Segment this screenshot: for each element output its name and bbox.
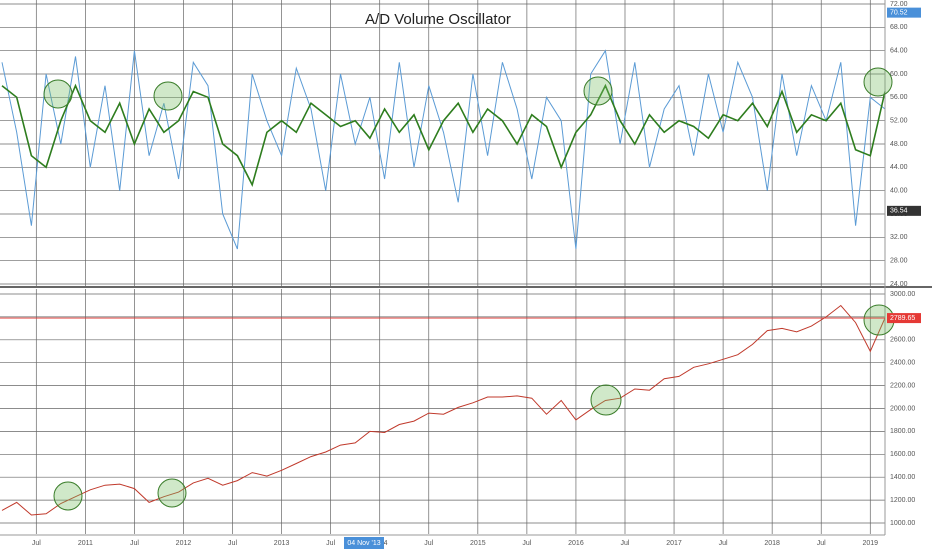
x-tick-label: 2011: [78, 540, 93, 547]
price-marker-label: 2789.65: [890, 315, 915, 322]
y-tick-label: 56.00: [890, 94, 908, 101]
y-tick-label: 2200.00: [890, 382, 915, 389]
x-tick-label: 2019: [862, 540, 878, 547]
price-marker: [887, 205, 921, 216]
price-marker-label: 70.52: [890, 9, 908, 16]
price-marker-label: 36.54: [890, 208, 908, 215]
y-tick-label: 48.00: [890, 141, 908, 148]
price-marker: [887, 7, 921, 18]
y-tick-label: 64.00: [890, 48, 908, 55]
highlight-circle: [153, 81, 183, 111]
x-tick-label: Jul: [130, 540, 139, 547]
highlight-circle: [157, 478, 187, 508]
cursor-date-box: [344, 537, 385, 549]
x-tick-label: Jul: [32, 540, 41, 547]
highlight-circle: [863, 67, 893, 97]
x-tick-label: Jul: [719, 540, 728, 547]
y-tick-label: 3000.00: [890, 291, 915, 298]
x-tick-label: 2013: [274, 540, 290, 547]
x-tick-label: Jul: [621, 540, 630, 547]
y-tick-label: 1400.00: [890, 474, 915, 481]
y-tick-label: 32.00: [890, 234, 908, 241]
series-line: [1, 49, 886, 250]
x-tick-label: 2012: [176, 540, 192, 547]
y-tick-label: 44.00: [890, 164, 908, 171]
series-line: [1, 304, 886, 516]
y-tick-label: 1800.00: [890, 428, 915, 435]
highlight-circles: [43, 67, 895, 511]
y-tick-label: 68.00: [890, 24, 908, 31]
y-tick-label: 72.00: [890, 1, 908, 8]
x-tick-label: Jul: [817, 540, 826, 547]
x-tick-label: 2016: [568, 540, 584, 547]
highlight-circle: [53, 481, 83, 511]
chart-title: A/D Volume Oscillator: [365, 11, 511, 28]
y-tick-label: 24.00: [890, 281, 908, 288]
y-tick-label: 2400.00: [890, 360, 915, 367]
highlight-circle: [590, 384, 622, 416]
highlight-circle: [583, 76, 613, 106]
highlight-circle: [43, 79, 73, 109]
x-tick-label: 2017: [666, 540, 682, 547]
y-tick-label: 2000.00: [890, 405, 915, 412]
y-tick-label: 28.00: [890, 258, 908, 265]
y-tick-label: 1200.00: [890, 497, 915, 504]
plot-layers: [0, 0, 886, 534]
y-tick-label: 2600.00: [890, 337, 915, 344]
y-tick-label: 40.00: [890, 188, 908, 195]
price-marker: [887, 313, 921, 324]
series-line: [1, 83, 886, 187]
x-tick-label: 2018: [764, 540, 780, 547]
x-tick-label: Jul: [228, 540, 237, 547]
y-tick-label: 60.00: [890, 71, 908, 78]
y-tick-label: 1000.00: [890, 520, 915, 527]
x-tick-label: Jul: [424, 540, 433, 547]
x-tick-label: 2015: [470, 540, 486, 547]
y-tick-label: 52.00: [890, 118, 908, 125]
x-tick-label: Jul: [522, 540, 531, 547]
cursor-date-label: 04 Nov '13: [347, 540, 380, 547]
y-tick-label: 1600.00: [890, 451, 915, 458]
x-tick-label: Jul: [326, 540, 335, 547]
